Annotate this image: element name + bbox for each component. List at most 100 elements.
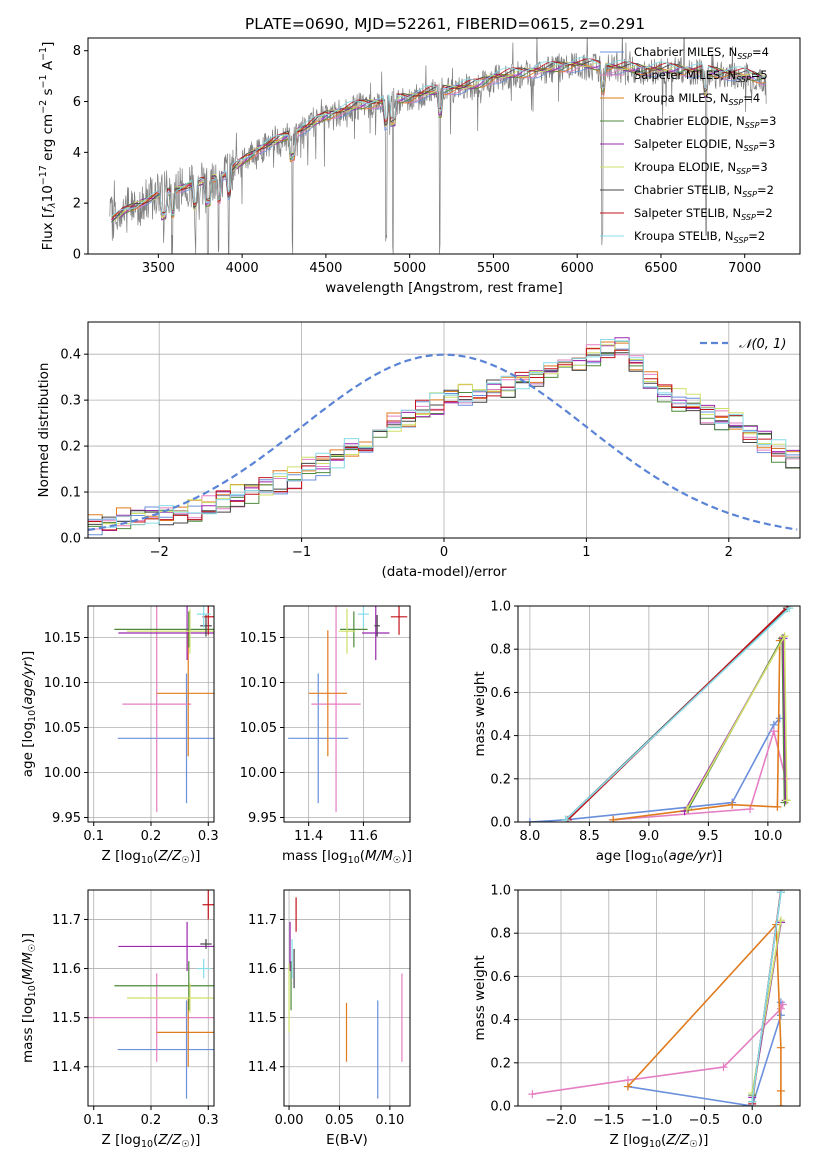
x-tick-label: 0.2 (141, 1113, 162, 1128)
label-part: 10 (40, 185, 56, 202)
label-part: −1 (38, 74, 49, 88)
weight-marker-kroupa-elodie (782, 796, 791, 805)
label-part: Flux [ (40, 213, 56, 251)
label-part: 10 (27, 985, 38, 997)
weight-marker-salpeter-miles (528, 1090, 537, 1099)
label-part: )] (20, 651, 36, 662)
x-tick-label: 4000 (226, 261, 259, 276)
y-tick-label: 0.2 (490, 1056, 511, 1071)
weight-line-kroupa-miles (613, 640, 781, 821)
label-part: ( (360, 848, 365, 864)
plot-area-weight-vs-age (525, 606, 794, 822)
gaussian-reference-curve (88, 353, 798, 531)
y-tick-label: 0.6 (490, 686, 511, 701)
y-tick-label: 11.6 (52, 962, 81, 977)
figure-title: PLATE=0690, MJD=52261, FIBERID=0615, z=0… (245, 15, 645, 33)
label-part: −17 (38, 165, 49, 185)
label-part: =4 (752, 45, 769, 59)
y-tick-label: 2 (73, 197, 81, 212)
x-tick-label: −1.0 (641, 1113, 673, 1128)
y-tick-label: 11.6 (248, 962, 277, 977)
legend-label-chabrier-miles: Chabrier MILES, NSSP=4 (634, 45, 769, 61)
weight-marker-kroupa-miles (776, 1043, 785, 1052)
label-part: ☉ (181, 1139, 190, 1150)
weight-marker-kroupa-elodie (748, 1089, 757, 1098)
y-tick-label: 11.5 (52, 1011, 81, 1026)
label-part: ( (663, 848, 668, 864)
label-part: M/M (365, 848, 393, 864)
x-axis-label: (data-model)/error (381, 564, 507, 580)
label-part: f (40, 206, 56, 213)
x-axis-label: mass [log10(M/M☉)] (282, 848, 412, 866)
label-part: Chabrier ELODIE, N (634, 114, 745, 128)
y-tick-label: 4 (73, 146, 81, 161)
x-tick-label: −2.0 (545, 1113, 577, 1128)
y-tick-label: 0 (73, 248, 81, 263)
label-part: SSP (736, 167, 751, 176)
plot-area-age-vs-mass (288, 606, 408, 813)
weight-marker-kroupa-stelib (785, 606, 794, 613)
legend-label-gaussian: 𝒩(0, 1) (739, 337, 786, 352)
label-part: age [log (20, 722, 36, 777)
label-part: SSP (737, 52, 752, 61)
weight-line-salpeter-miles (532, 1004, 784, 1095)
y-tick-label: 10.05 (240, 721, 277, 736)
x-tick-label: 9.0 (639, 829, 660, 844)
errorbar-kroupa-miles (308, 630, 347, 757)
axes-frame (283, 889, 411, 1107)
axes-frame (87, 321, 801, 539)
y-tick-label: 10.10 (240, 676, 277, 691)
y-tick-label: 10.05 (44, 721, 81, 736)
label-part: SSP (741, 213, 756, 222)
axes-frame (517, 605, 801, 823)
x-tick-label: −1.5 (593, 1113, 625, 1128)
x-axis-label: Z [log10(Z/Z☉)] (102, 848, 201, 866)
label-part: ] (40, 42, 56, 47)
weight-marker-kroupa-elodie (780, 632, 789, 641)
x-tick-label: 1 (582, 545, 590, 560)
y-tick-label: 0.4 (60, 348, 81, 363)
x-tick-label: 0.10 (375, 1113, 404, 1128)
y-tick-label: 0.4 (490, 729, 511, 744)
y-tick-label: 10.15 (44, 631, 81, 646)
legend-label-kroupa-elodie: Kroupa ELODIE, NSSP=3 (634, 160, 768, 176)
y-tick-label: 0.0 (60, 532, 81, 547)
x-axis-label: E(B-V) (326, 1132, 368, 1148)
errorbar-salpeter-miles (122, 606, 192, 813)
errorbar-chabrier-miles (117, 1000, 214, 1099)
weight-marker-salpeter-miles (778, 1000, 787, 1009)
y-tick-label: 0.2 (60, 440, 81, 455)
label-part: Z [log (102, 1132, 141, 1148)
plot-area-mass-vs-ebv (288, 897, 403, 1099)
histogram-chabrier-elodie (88, 340, 800, 538)
x-tick-label: 6000 (561, 261, 594, 276)
label-part: mass [log (20, 997, 36, 1063)
weight-marker-chabrier-miles (775, 714, 784, 723)
y-tick-label: 10.00 (240, 766, 277, 781)
errorbar-kroupa-elodie (126, 608, 214, 654)
histogram-kroupa-elodie (88, 344, 800, 538)
errorbar-salpeter-elodie (118, 921, 214, 971)
errorbar-kroupa-stelib (196, 606, 211, 628)
chart-spectrum: 3500 4000 4500 5000 5500 6000 6500 7000 0 2 4 6 8 wav… (38, 37, 801, 296)
weight-marker-kroupa-miles (728, 800, 737, 809)
label-part: Z [log (102, 848, 141, 864)
label-part: Z/Z (157, 848, 182, 864)
chart-weight-vs-age: 8.0 8.5 9.0 9.5 10.0 0.0 0.2 0.4 0.6 0.8 1.0 age [l… (472, 600, 801, 866)
x-tick-label: 8.0 (520, 829, 541, 844)
weight-marker-salpeter-miles (776, 1004, 785, 1013)
label-part: A (40, 60, 56, 74)
errorbar-kroupa-stelib (196, 958, 211, 979)
histogram-salpeter-elodie (88, 337, 800, 538)
legend-label-chabrier-stelib: Chabrier STELIB, NSSP=2 (634, 183, 774, 199)
legend-label-salpeter-elodie: Salpeter ELODIE, NSSP=3 (634, 137, 775, 153)
x-tick-label: 0.2 (141, 829, 162, 844)
x-tick-label: 8.5 (579, 829, 600, 844)
label-part: SSP (745, 121, 760, 130)
label-part: age/yr (668, 848, 713, 864)
y-tick-label: 9.95 (52, 811, 81, 826)
label-part: ☉ (27, 944, 38, 953)
chart-residuals: −2 −1 0 1 2 0.0 0.1 0.2 0.3 0.4 (data-model)/error… (36, 321, 801, 580)
